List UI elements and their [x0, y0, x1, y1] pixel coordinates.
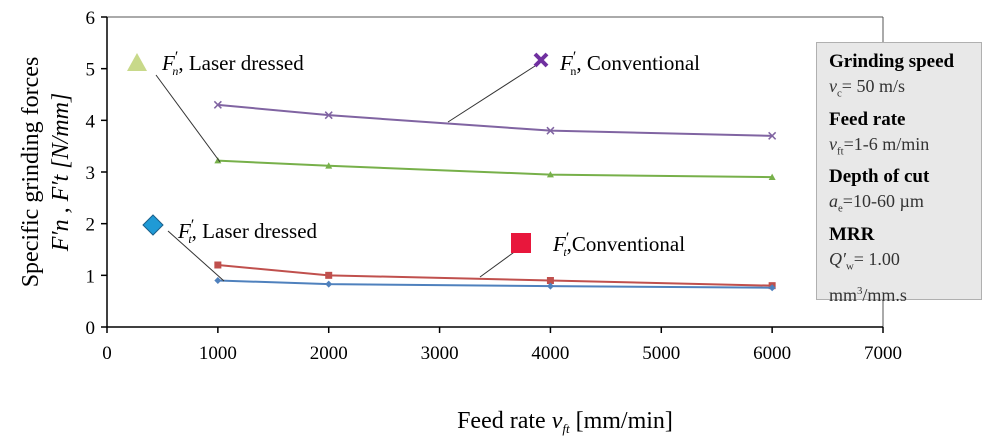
y-tick-label: 0	[86, 318, 96, 339]
data-point-ft_laser	[214, 277, 222, 284]
series-label-ft_conv: F′ t,Conventional	[552, 230, 685, 259]
x-tick-label: 5000	[642, 343, 680, 364]
x-tick-label: 3000	[421, 343, 459, 364]
series-line-fn_conv	[217, 103, 773, 137]
data-point-ft_laser	[546, 282, 554, 290]
feed-rate-title: Feed rate	[829, 108, 906, 130]
x-tick-label: 0	[102, 343, 112, 364]
mrr-unit: mm3/mm.s	[829, 285, 907, 306]
legend-marker-fn_laser	[127, 53, 147, 71]
process-parameters-box: Grinding speed vc= 50 m/s Feed rate vft=…	[816, 42, 982, 305]
series-line-fn_laser	[217, 159, 773, 179]
y-tick-label: 3	[86, 163, 96, 184]
y-axis-title-line2: F′n , F′t [N/mm]	[48, 93, 74, 253]
data-point-fn_laser	[325, 162, 333, 169]
y-tick-label: 6	[86, 8, 96, 29]
series-line-ft_conv	[217, 264, 773, 287]
y-tick-label: 2	[86, 215, 96, 236]
data-point-fn_laser	[546, 171, 554, 178]
data-point-ft_laser	[768, 284, 776, 292]
series-line-ft_laser	[217, 279, 773, 289]
x-tick-label: 7000	[864, 343, 902, 364]
legend-marker-ft_conv	[511, 233, 531, 253]
feed-rate-value: vft=1-6 m/min	[829, 133, 930, 158]
mrr-value: Q′w= 1.00	[829, 248, 900, 273]
grinding-speed-value: vc= 50 m/s	[829, 76, 905, 100]
legend-marker-fn_conv	[533, 52, 549, 68]
y-tick-label: 5	[86, 60, 96, 81]
leader-line-fn_conv	[447, 65, 536, 123]
data-point-ft_conv	[325, 271, 333, 279]
data-point-ft_laser	[325, 280, 333, 288]
y-axis-title: Specific grinding forces F′n , F′t [N/mm]	[18, 57, 74, 288]
series-label-fn_laser: F′ n, Laser dressed	[161, 49, 304, 78]
y-tick-label: 4	[86, 111, 96, 132]
series-label-ft_laser: F′ t, Laser dressed	[177, 217, 318, 246]
x-tick-label: 2000	[310, 343, 348, 364]
grinding-speed-title: Grinding speed	[829, 51, 955, 72]
data-point-fn_conv	[213, 100, 222, 109]
leader-line-ft_conv	[479, 249, 518, 278]
leader-line-fn_laser	[155, 74, 221, 163]
leader-line-ft_laser	[167, 230, 225, 282]
data-point-ft_conv	[214, 261, 222, 269]
data-point-fn_conv	[324, 111, 333, 120]
series-label-fn_conv: F′ n, Conventional	[559, 49, 700, 78]
data-point-fn_conv	[546, 126, 555, 135]
data-point-ft_conv	[546, 277, 554, 284]
data-point-fn_laser	[768, 173, 776, 180]
data-point-fn_conv	[768, 131, 777, 140]
y-tick-label: 1	[86, 266, 96, 287]
y-axis-title-line1: Specific grinding forces	[18, 57, 44, 288]
depth-of-cut-value: ae=10-60 µm	[829, 191, 924, 215]
mrr-title: MRR	[829, 223, 875, 245]
x-tick-label: 4000	[531, 343, 569, 364]
legend-marker-ft_laser	[142, 214, 164, 236]
x-tick-label: 1000	[199, 343, 237, 364]
x-tick-label: 6000	[753, 343, 791, 364]
depth-of-cut-title: Depth of cut	[829, 166, 930, 188]
x-axis-title: Feed rate vft [mm/min]	[457, 408, 673, 436]
